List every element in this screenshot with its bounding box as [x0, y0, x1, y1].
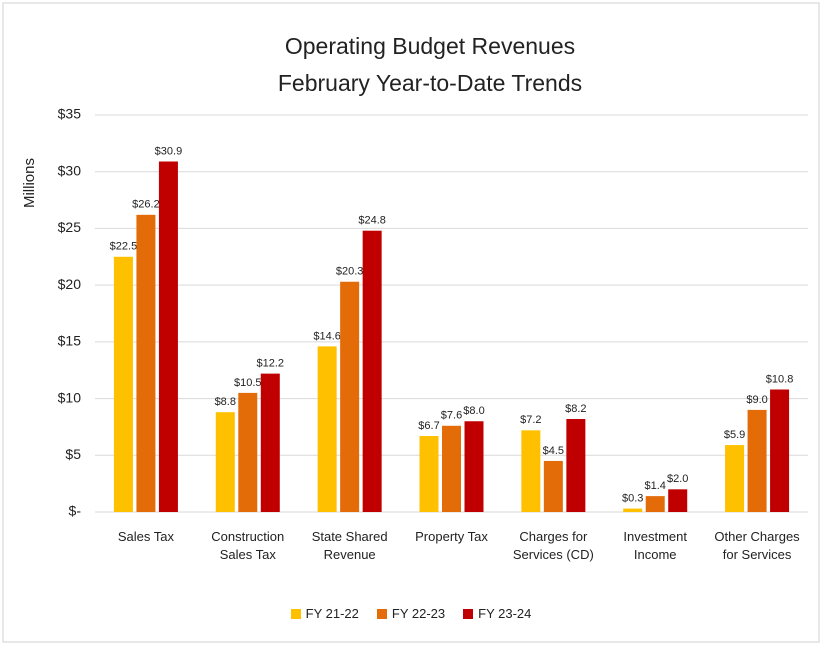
data-label: $12.2 — [257, 358, 285, 370]
data-label: $7.6 — [441, 410, 462, 422]
data-label: $8.8 — [215, 396, 236, 408]
legend-label: FY 23-24 — [478, 606, 532, 621]
data-label: $7.2 — [520, 414, 541, 426]
legend-item: FY 23-24 — [463, 606, 531, 621]
data-label: $0.3 — [622, 493, 643, 505]
legend-swatch — [290, 608, 301, 619]
bar — [543, 460, 563, 512]
bar — [158, 161, 178, 512]
x-tick-label: Investment Income — [623, 529, 687, 562]
bar — [215, 412, 235, 512]
bar — [770, 389, 790, 512]
data-label: $26.2 — [132, 199, 160, 211]
chart-subtitle: February Year-to-Date Trends — [278, 70, 582, 96]
bar — [317, 346, 337, 512]
y-tick-label: $35 — [58, 106, 82, 122]
y-tick-label: $25 — [58, 219, 82, 235]
x-tick-label: Property Tax — [415, 529, 488, 544]
data-label: $14.6 — [313, 330, 341, 342]
y-tick-label: $30 — [58, 162, 82, 178]
data-label: $6.7 — [418, 420, 439, 432]
legend-swatch — [463, 608, 474, 619]
x-tick-label: Other Charges for Services — [714, 529, 800, 562]
legend-swatch — [376, 608, 387, 619]
x-tick-label: Charges for Services (CD) — [512, 529, 594, 562]
bar — [566, 418, 586, 512]
x-tick-label: Sales Tax — [117, 529, 174, 544]
bar — [725, 445, 745, 512]
bar — [340, 281, 360, 512]
data-label: $4.5 — [543, 445, 564, 457]
data-label: $30.9 — [155, 145, 183, 157]
bar — [136, 214, 156, 512]
bar — [238, 392, 258, 512]
y-tick-label: $20 — [58, 276, 82, 292]
y-axis-label: Millions — [21, 158, 38, 208]
bar — [623, 508, 643, 512]
legend-label: FY 21-22 — [305, 606, 359, 621]
data-label: $2.0 — [667, 473, 688, 485]
y-tick-label: $- — [69, 503, 82, 519]
bar — [747, 409, 767, 512]
data-label: $8.2 — [565, 403, 586, 415]
data-label: $5.9 — [724, 429, 745, 441]
data-label: $22.5 — [110, 241, 138, 253]
y-tick-label: $10 — [58, 389, 82, 405]
bar — [419, 436, 439, 512]
bar — [521, 430, 541, 512]
y-tick-label: $5 — [65, 446, 81, 462]
bar — [260, 373, 280, 512]
legend-item: FY 22-23 — [376, 606, 446, 621]
legend-item: FY 21-22 — [290, 606, 359, 621]
data-label: $24.8 — [358, 215, 386, 227]
bar — [464, 421, 484, 512]
data-label: $8.0 — [463, 405, 484, 417]
data-label: $1.4 — [645, 480, 666, 492]
bar — [668, 489, 688, 512]
x-tick-label: State Shared Revenue — [311, 529, 388, 562]
y-tick-label: $15 — [58, 333, 82, 349]
legend: FY 21-22 FY 22-23 FY 23-24 — [0, 606, 822, 621]
data-label: $10.5 — [234, 377, 262, 389]
data-label: $9.0 — [746, 394, 767, 406]
bar — [645, 496, 665, 512]
legend-label: FY 22-23 — [391, 606, 446, 621]
chart-title: Operating Budget Revenues — [285, 33, 575, 59]
x-tick-label: Construction Sales Tax — [211, 529, 285, 562]
bar — [113, 256, 133, 512]
data-label: $20.3 — [336, 266, 364, 278]
bar — [362, 230, 382, 512]
data-label: $10.8 — [766, 373, 794, 385]
bar — [442, 425, 461, 512]
